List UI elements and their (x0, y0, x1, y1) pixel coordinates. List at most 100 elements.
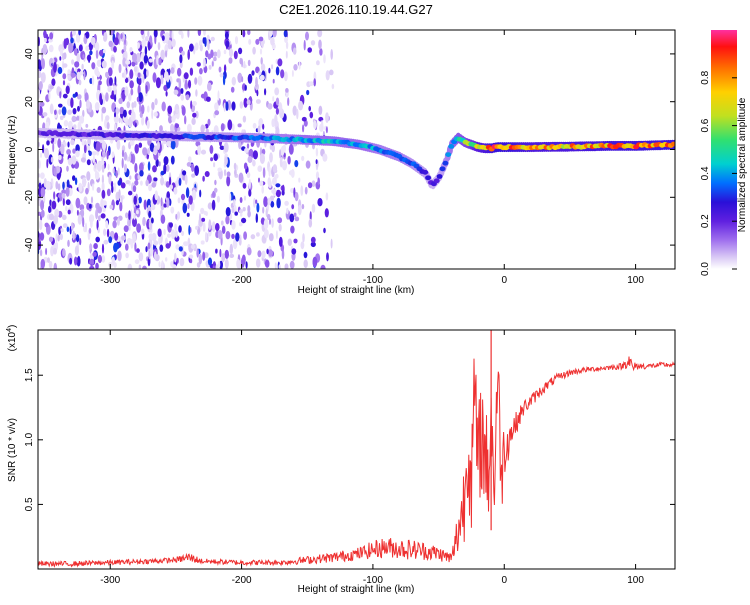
noise-speck (252, 150, 258, 160)
y-tick-label: 0.5 (24, 497, 35, 511)
noise-speck (91, 151, 97, 156)
noise-speck (251, 70, 255, 76)
noise-speck (258, 177, 260, 183)
noise-speck (40, 152, 42, 158)
noise-speck (108, 174, 112, 185)
noise-speck (142, 265, 147, 269)
noise-speck (146, 120, 150, 129)
noise-speck (165, 181, 170, 188)
noise-speck (170, 229, 176, 240)
noise-speck (62, 181, 65, 190)
noise-speck (176, 108, 180, 114)
noise-speck (202, 251, 206, 261)
noise-speck (86, 145, 91, 151)
noise-speck (102, 207, 106, 213)
noise-speck (155, 158, 159, 167)
noise-speck (202, 222, 206, 232)
noise-speck (243, 195, 247, 201)
noise-speck (152, 165, 157, 173)
noise-speck (67, 209, 71, 215)
noise-speck (144, 46, 148, 56)
noise-speck (259, 180, 264, 187)
noise-speck (57, 234, 60, 242)
noise-speck (305, 31, 309, 41)
noise-speck (158, 57, 162, 66)
noise-speck (265, 208, 268, 218)
noise-speck (134, 143, 139, 154)
noise-speck (140, 104, 145, 115)
noise-speck (136, 223, 142, 233)
noise-speck (134, 259, 140, 265)
noise-speck (269, 218, 271, 225)
noise-speck (122, 109, 127, 118)
y-tick-label: 1.5 (24, 368, 35, 382)
noise-speck (127, 219, 130, 227)
noise-speck (94, 66, 99, 76)
noise-speck (262, 167, 266, 179)
noise-speck (138, 92, 143, 103)
noise-speck (44, 222, 49, 228)
noise-speck (275, 107, 279, 115)
noise-speck (115, 170, 118, 178)
noise-speck (184, 115, 187, 125)
noise-speck (79, 99, 82, 109)
x-tick-label: -100 (363, 575, 383, 586)
noise-speck (62, 63, 68, 68)
noise-speck (197, 75, 203, 86)
noise-speck (97, 227, 100, 234)
noise-speck (187, 123, 192, 133)
noise-speck (73, 124, 77, 130)
noise-speck (326, 252, 329, 262)
noise-speck (70, 37, 74, 44)
noise-speck (270, 201, 275, 208)
noise-speck (274, 87, 280, 96)
noise-speck (244, 84, 247, 91)
noise-speck (205, 231, 207, 242)
noise-speck (48, 44, 54, 53)
noise-speck (231, 220, 236, 230)
noise-speck (108, 77, 113, 86)
noise-speck (189, 67, 194, 76)
noise-speck (161, 260, 164, 269)
noise-speck (77, 255, 81, 266)
noise-speck (178, 78, 182, 89)
noise-speck (38, 182, 42, 189)
noise-speck (151, 109, 154, 120)
noise-speck (160, 49, 165, 60)
noise-speck (231, 207, 235, 214)
noise-speck (59, 115, 64, 121)
noise-speck (138, 196, 142, 204)
noise-speck (172, 264, 177, 269)
noise-speck (228, 57, 233, 64)
noise-speck (137, 78, 142, 86)
noise-speck (275, 230, 278, 240)
noise-speck (303, 259, 308, 269)
noise-speck (62, 80, 66, 86)
noise-speck (275, 189, 281, 198)
noise-speck (315, 147, 319, 157)
noise-speck (313, 120, 317, 130)
noise-speck (199, 68, 203, 75)
noise-speck (303, 251, 308, 259)
noise-speck (174, 223, 178, 231)
noise-speck (99, 93, 102, 104)
noise-speck (95, 49, 99, 59)
noise-speck (224, 31, 229, 40)
noise-speck (41, 58, 45, 70)
noise-speck (317, 177, 321, 185)
noise-speck (47, 257, 50, 263)
noise-speck (147, 41, 151, 51)
noise-speck (86, 171, 91, 181)
noise-speck (52, 164, 55, 176)
noise-speck (85, 123, 89, 128)
noise-speck (285, 88, 289, 93)
noise-speck (233, 162, 237, 171)
noise-speck (153, 240, 159, 246)
noise-speck (96, 59, 102, 67)
noise-speck (236, 259, 241, 269)
noise-speck (323, 54, 326, 64)
noise-speck (46, 140, 50, 146)
snr-y-scale-label: (x104) (6, 325, 18, 352)
noise-speck (107, 163, 110, 171)
